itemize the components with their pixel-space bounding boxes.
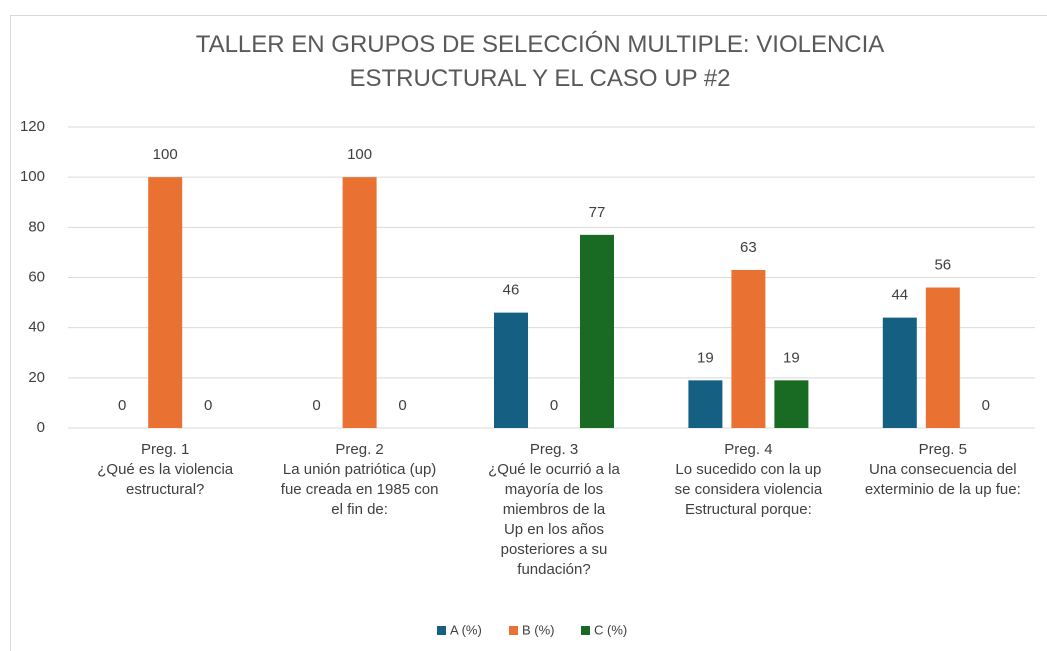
x-tick-label: Preg. 4 Lo sucedido con la up se conside… <box>674 441 823 518</box>
y-tick-label: 100 <box>20 168 45 185</box>
data-label: 0 <box>204 397 212 414</box>
bar <box>580 234 614 428</box>
data-label: 56 <box>934 257 951 274</box>
bar <box>688 380 723 428</box>
x-tick-label: Preg. 5 Una consecuencia del exterminio … <box>864 441 1021 498</box>
data-label: 0 <box>118 397 126 414</box>
legend-label: A (%) <box>450 622 482 637</box>
data-label: 77 <box>589 204 606 221</box>
legend-swatch <box>437 626 446 635</box>
chart-frame <box>10 15 1047 651</box>
y-tick-label: 40 <box>28 319 45 336</box>
data-label: 0 <box>398 397 406 414</box>
data-label: 100 <box>347 146 372 163</box>
y-tick-label: 120 <box>20 118 45 135</box>
data-label: 46 <box>503 282 520 299</box>
legend-swatch <box>581 626 590 635</box>
legend-label: C (%) <box>594 622 627 637</box>
y-tick-label: 80 <box>28 218 45 235</box>
bar <box>342 177 377 428</box>
bar <box>774 380 809 428</box>
x-tick-label: Preg. 1 ¿Qué es la violencia estructural… <box>97 441 234 498</box>
chart-title: TALLER EN GRUPOS DE SELECCIÓN MULTIPLE: … <box>195 31 885 92</box>
data-label: 0 <box>982 397 990 414</box>
y-tick-label: 20 <box>28 369 45 386</box>
y-tick-label: 0 <box>37 419 45 436</box>
x-tick-label: Preg. 3 ¿Qué le ocurrió a la mayoría de … <box>488 441 620 578</box>
bar <box>925 287 960 428</box>
y-tick-label: 60 <box>28 268 45 285</box>
data-label: 100 <box>153 146 178 163</box>
title-box: TALLER EN GRUPOS DE SELECCIÓN MULTIPLE: … <box>195 31 885 92</box>
data-label: 44 <box>891 287 908 304</box>
bar <box>494 312 528 428</box>
data-label: 63 <box>740 239 757 256</box>
legend-label: B (%) <box>522 622 555 637</box>
bar <box>882 317 917 428</box>
legend-swatch <box>509 626 518 635</box>
data-label: 19 <box>697 349 714 366</box>
x-tick-label: Preg. 2 La unión patriótica (up) fue cre… <box>280 441 439 518</box>
data-label: 0 <box>550 397 558 414</box>
data-label: 19 <box>783 349 800 366</box>
bar <box>148 177 183 428</box>
data-label: 0 <box>312 397 320 414</box>
bar <box>731 269 766 428</box>
